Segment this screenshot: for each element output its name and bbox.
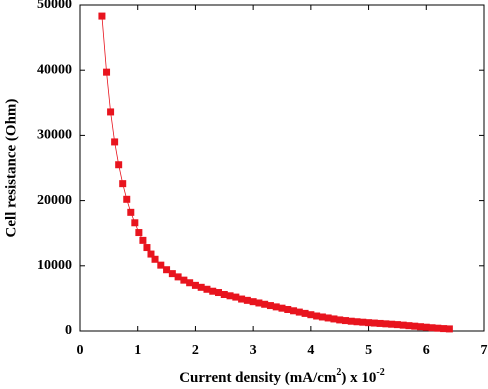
data-point bbox=[341, 317, 349, 325]
y-axis-label: Cell resistance (Ohm) bbox=[3, 99, 19, 238]
data-point bbox=[295, 308, 303, 316]
data-point bbox=[168, 270, 176, 278]
data-point bbox=[143, 244, 151, 252]
data-point bbox=[107, 108, 115, 116]
data-point bbox=[249, 298, 257, 306]
data-point bbox=[422, 323, 430, 331]
data-point bbox=[347, 317, 355, 325]
x-tick-label: 7 bbox=[481, 343, 488, 358]
series-line bbox=[101, 16, 450, 330]
data-point bbox=[203, 285, 211, 293]
x-tick-label: 4 bbox=[307, 343, 314, 358]
data-point bbox=[365, 319, 373, 327]
data-point bbox=[261, 300, 269, 308]
x-label-part: Current density (mA/cm bbox=[179, 370, 337, 386]
data-point bbox=[266, 302, 274, 310]
x-label-sup: 2 bbox=[336, 367, 341, 378]
plot-frame bbox=[79, 4, 485, 332]
data-point bbox=[174, 273, 182, 281]
data-point bbox=[318, 313, 326, 321]
data-point bbox=[376, 319, 384, 327]
data-point bbox=[220, 290, 228, 298]
data-point bbox=[243, 296, 251, 304]
data-point bbox=[301, 309, 309, 317]
data-point bbox=[127, 208, 135, 216]
data-point bbox=[209, 287, 217, 295]
data-point bbox=[186, 279, 194, 287]
x-tick-label: 3 bbox=[250, 343, 257, 358]
x-tick-label: 1 bbox=[134, 343, 141, 358]
data-point bbox=[180, 276, 188, 284]
data-point bbox=[405, 322, 413, 330]
data-point bbox=[163, 266, 171, 274]
x-label-part: ) x 10 bbox=[341, 370, 376, 386]
data-point bbox=[151, 255, 159, 263]
data-point bbox=[370, 319, 378, 327]
y-tick-label: 10000 bbox=[37, 258, 72, 273]
x-tick-label: 0 bbox=[77, 343, 84, 358]
data-point bbox=[434, 324, 442, 332]
data-point bbox=[115, 161, 123, 169]
data-point bbox=[307, 311, 315, 319]
x-axis-label: Current density (mA/cm2) x 10-2 bbox=[179, 367, 385, 386]
x-tick-label: 5 bbox=[365, 343, 372, 358]
data-point bbox=[103, 68, 111, 76]
data-point bbox=[98, 12, 106, 20]
data-point bbox=[290, 307, 298, 315]
data-point bbox=[123, 195, 131, 203]
data-point bbox=[197, 283, 205, 291]
data-point bbox=[147, 250, 155, 258]
y-tick-label: 0 bbox=[65, 323, 72, 338]
data-point bbox=[417, 323, 425, 331]
y-tick-label: 40000 bbox=[37, 62, 72, 77]
data-point bbox=[238, 295, 246, 303]
data-point bbox=[324, 314, 332, 322]
data-point bbox=[111, 138, 119, 146]
data-point bbox=[215, 289, 223, 297]
data-point bbox=[278, 304, 286, 312]
data-point bbox=[272, 303, 280, 311]
y-tick-label: 30000 bbox=[37, 128, 72, 143]
data-point bbox=[336, 316, 344, 324]
data-point bbox=[131, 219, 139, 227]
data-point bbox=[119, 180, 127, 188]
data-point bbox=[255, 299, 263, 307]
data-point bbox=[353, 318, 361, 326]
data-point bbox=[284, 305, 292, 313]
data-point bbox=[399, 321, 407, 329]
data-point bbox=[445, 325, 453, 333]
x-tick-label: 2 bbox=[192, 343, 199, 358]
y-tick-label: 20000 bbox=[37, 193, 72, 208]
data-point bbox=[313, 312, 321, 320]
x-label-sup: -2 bbox=[376, 367, 384, 378]
data-point bbox=[232, 293, 240, 301]
data-point bbox=[135, 229, 143, 237]
data-point bbox=[359, 318, 367, 326]
data-point bbox=[388, 320, 396, 328]
data-point bbox=[382, 320, 390, 328]
data-point bbox=[393, 321, 401, 329]
data-point bbox=[428, 324, 436, 332]
data-point bbox=[139, 236, 147, 244]
data-point bbox=[330, 315, 338, 323]
data-point bbox=[191, 281, 199, 289]
data-point bbox=[440, 325, 448, 333]
data-point bbox=[157, 261, 165, 269]
data-point bbox=[411, 322, 419, 330]
y-tick-label: 50000 bbox=[37, 0, 72, 12]
x-tick-label: 6 bbox=[423, 343, 430, 358]
data-point bbox=[226, 292, 234, 300]
